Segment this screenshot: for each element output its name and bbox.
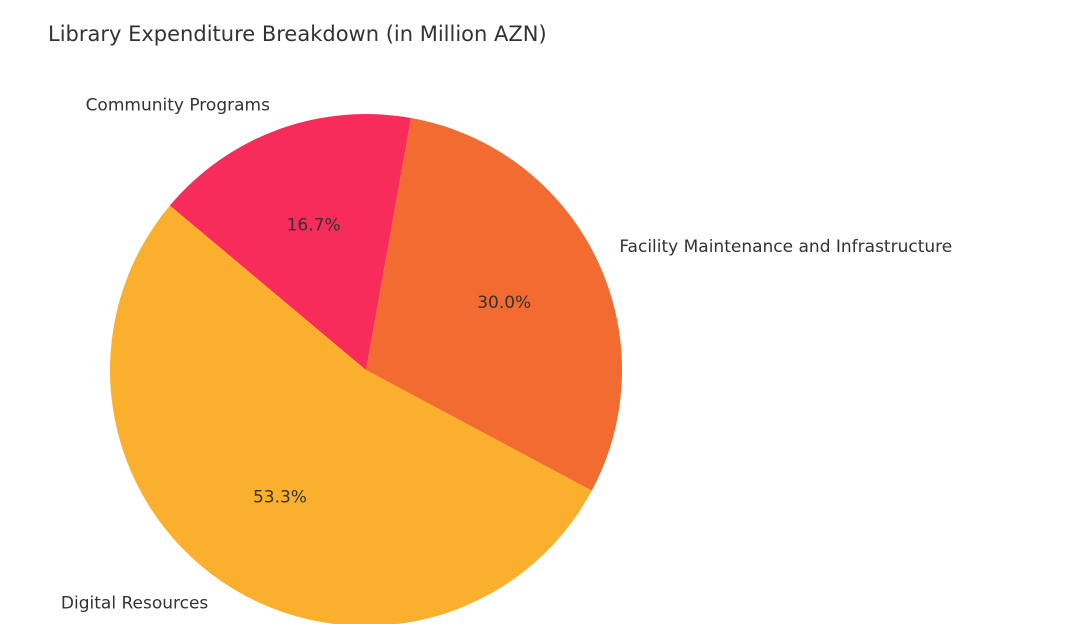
pie-slice — [110, 205, 592, 624]
value-label: 53.3% — [253, 487, 307, 507]
pie-slice — [169, 113, 411, 370]
pie-slice — [366, 117, 622, 491]
value-label: 30.0% — [477, 293, 531, 313]
category-label: Facility Maintenance and Infrastructure — [619, 237, 952, 257]
category-label: Digital Resources — [61, 593, 208, 613]
chart-title: Library Expenditure Breakdown (in Millio… — [48, 22, 547, 46]
value-label: 16.7% — [287, 216, 341, 236]
category-label: Community Programs — [86, 95, 271, 115]
